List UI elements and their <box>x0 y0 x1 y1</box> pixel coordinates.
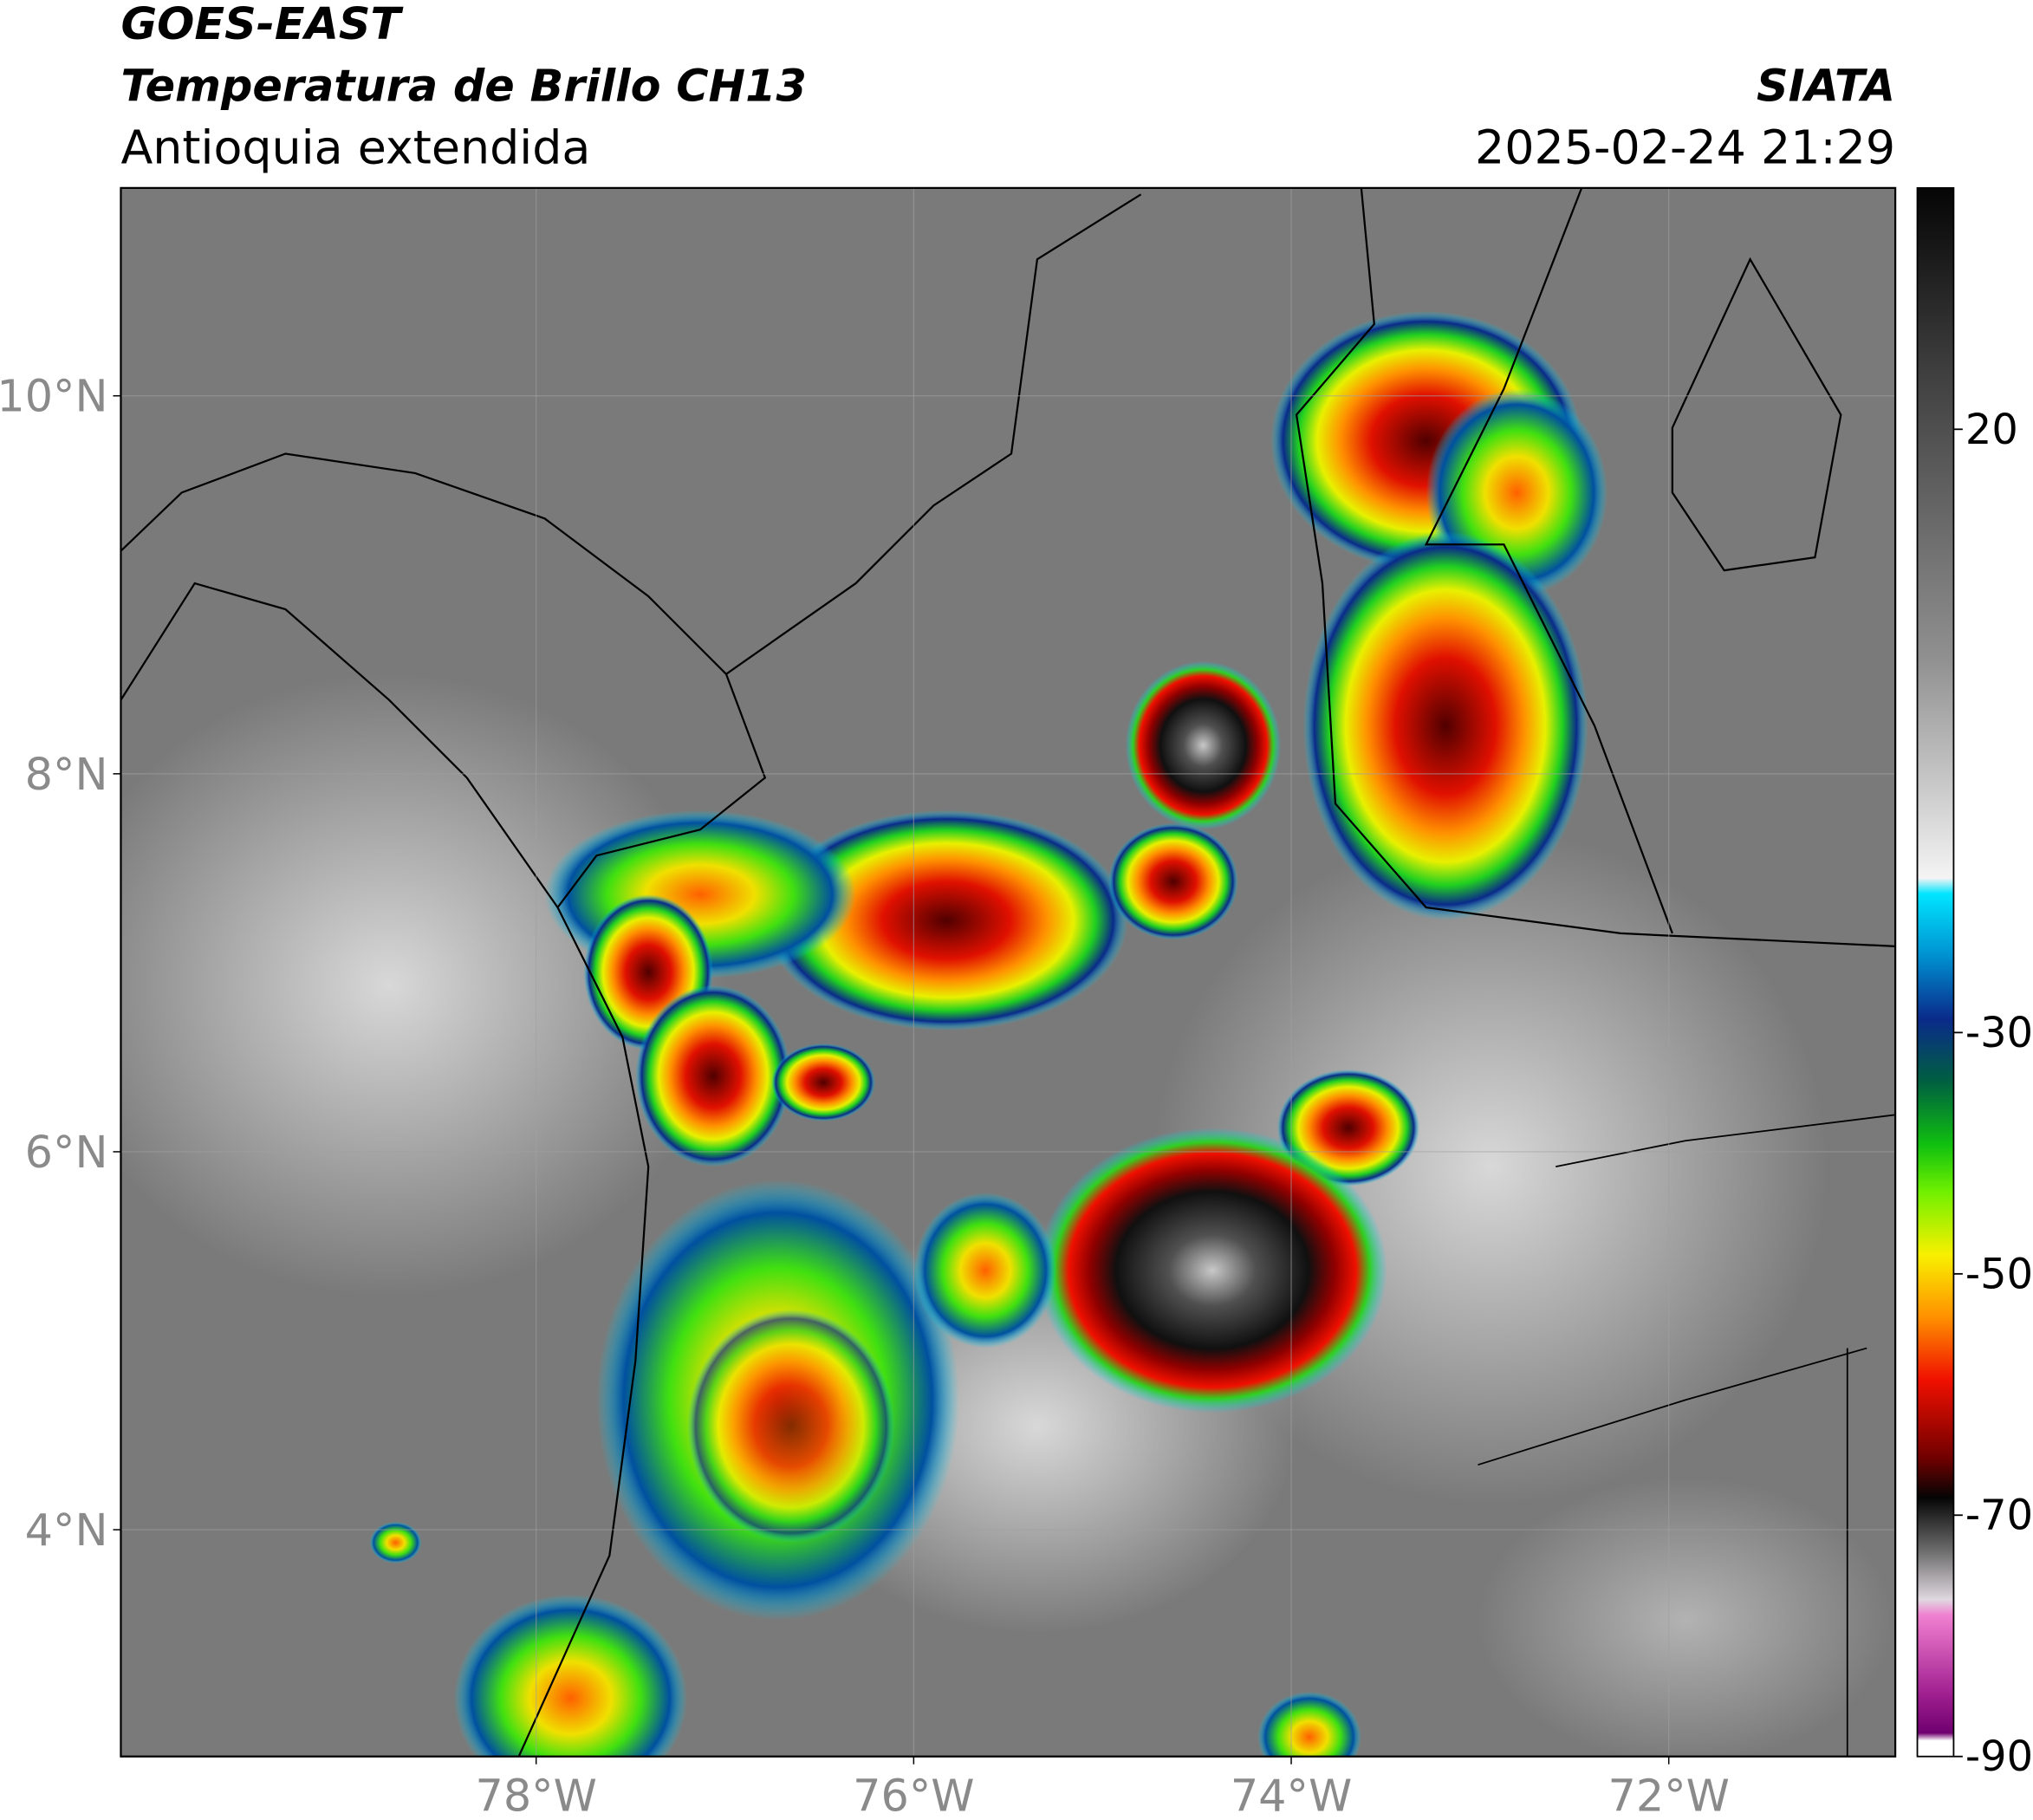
storm <box>635 985 791 1167</box>
x-tick-label: 72°W <box>1608 1771 1729 1820</box>
source: SIATA <box>1757 61 1895 112</box>
border <box>1295 187 1896 948</box>
map-frame <box>120 186 1897 1758</box>
border <box>1424 187 1673 934</box>
title-line1: GOES-EAST <box>120 0 404 49</box>
graticule <box>120 187 1896 1757</box>
colorbar-ticks: 20 -30 -50 -70 -90 <box>1953 406 2033 1781</box>
y-tick-label: 4°N <box>25 1505 108 1556</box>
storm <box>453 1594 688 1757</box>
storm <box>1125 660 1282 830</box>
imagery <box>120 187 1896 1757</box>
storm <box>913 1193 1057 1349</box>
y-tick-label: 8°N <box>25 749 108 800</box>
y-tick-label: 10°N <box>0 371 107 422</box>
coastline <box>517 907 650 1757</box>
colorbar-tick-label: -70 <box>1965 1492 2033 1540</box>
y-tick-label: 6°N <box>25 1127 108 1178</box>
x-tick-label: 78°W <box>475 1771 596 1820</box>
x-tick-label: 76°W <box>853 1771 974 1820</box>
storm <box>1036 1128 1387 1414</box>
title-line2: Temperatura de Brillo CH13 <box>120 61 806 112</box>
cloud <box>120 673 726 1297</box>
storm <box>771 1043 875 1121</box>
subtitle: Antioquia extendida <box>120 120 590 174</box>
storm <box>1257 1691 1361 1757</box>
colorbar-tick-label: -90 <box>1965 1733 2033 1781</box>
storm <box>1108 822 1238 940</box>
x-tick-label: 74°W <box>1231 1771 1352 1820</box>
cloud <box>1478 1478 1893 1757</box>
storm <box>687 1309 895 1543</box>
coastline <box>1671 257 1842 572</box>
colorbar <box>1916 186 1955 1758</box>
storm <box>764 809 1128 1031</box>
colorbar-tick-label: -50 <box>1965 1251 2033 1298</box>
colorbar-tick-label: 20 <box>1965 406 2018 454</box>
border <box>1478 1114 1896 1757</box>
timestamp: 2025-02-24 21:29 <box>1475 120 1895 174</box>
colorbar-tick-label: -30 <box>1965 1010 2033 1057</box>
border <box>120 452 767 909</box>
storm <box>1302 531 1588 920</box>
coastline <box>725 193 1142 675</box>
storm <box>369 1521 422 1563</box>
